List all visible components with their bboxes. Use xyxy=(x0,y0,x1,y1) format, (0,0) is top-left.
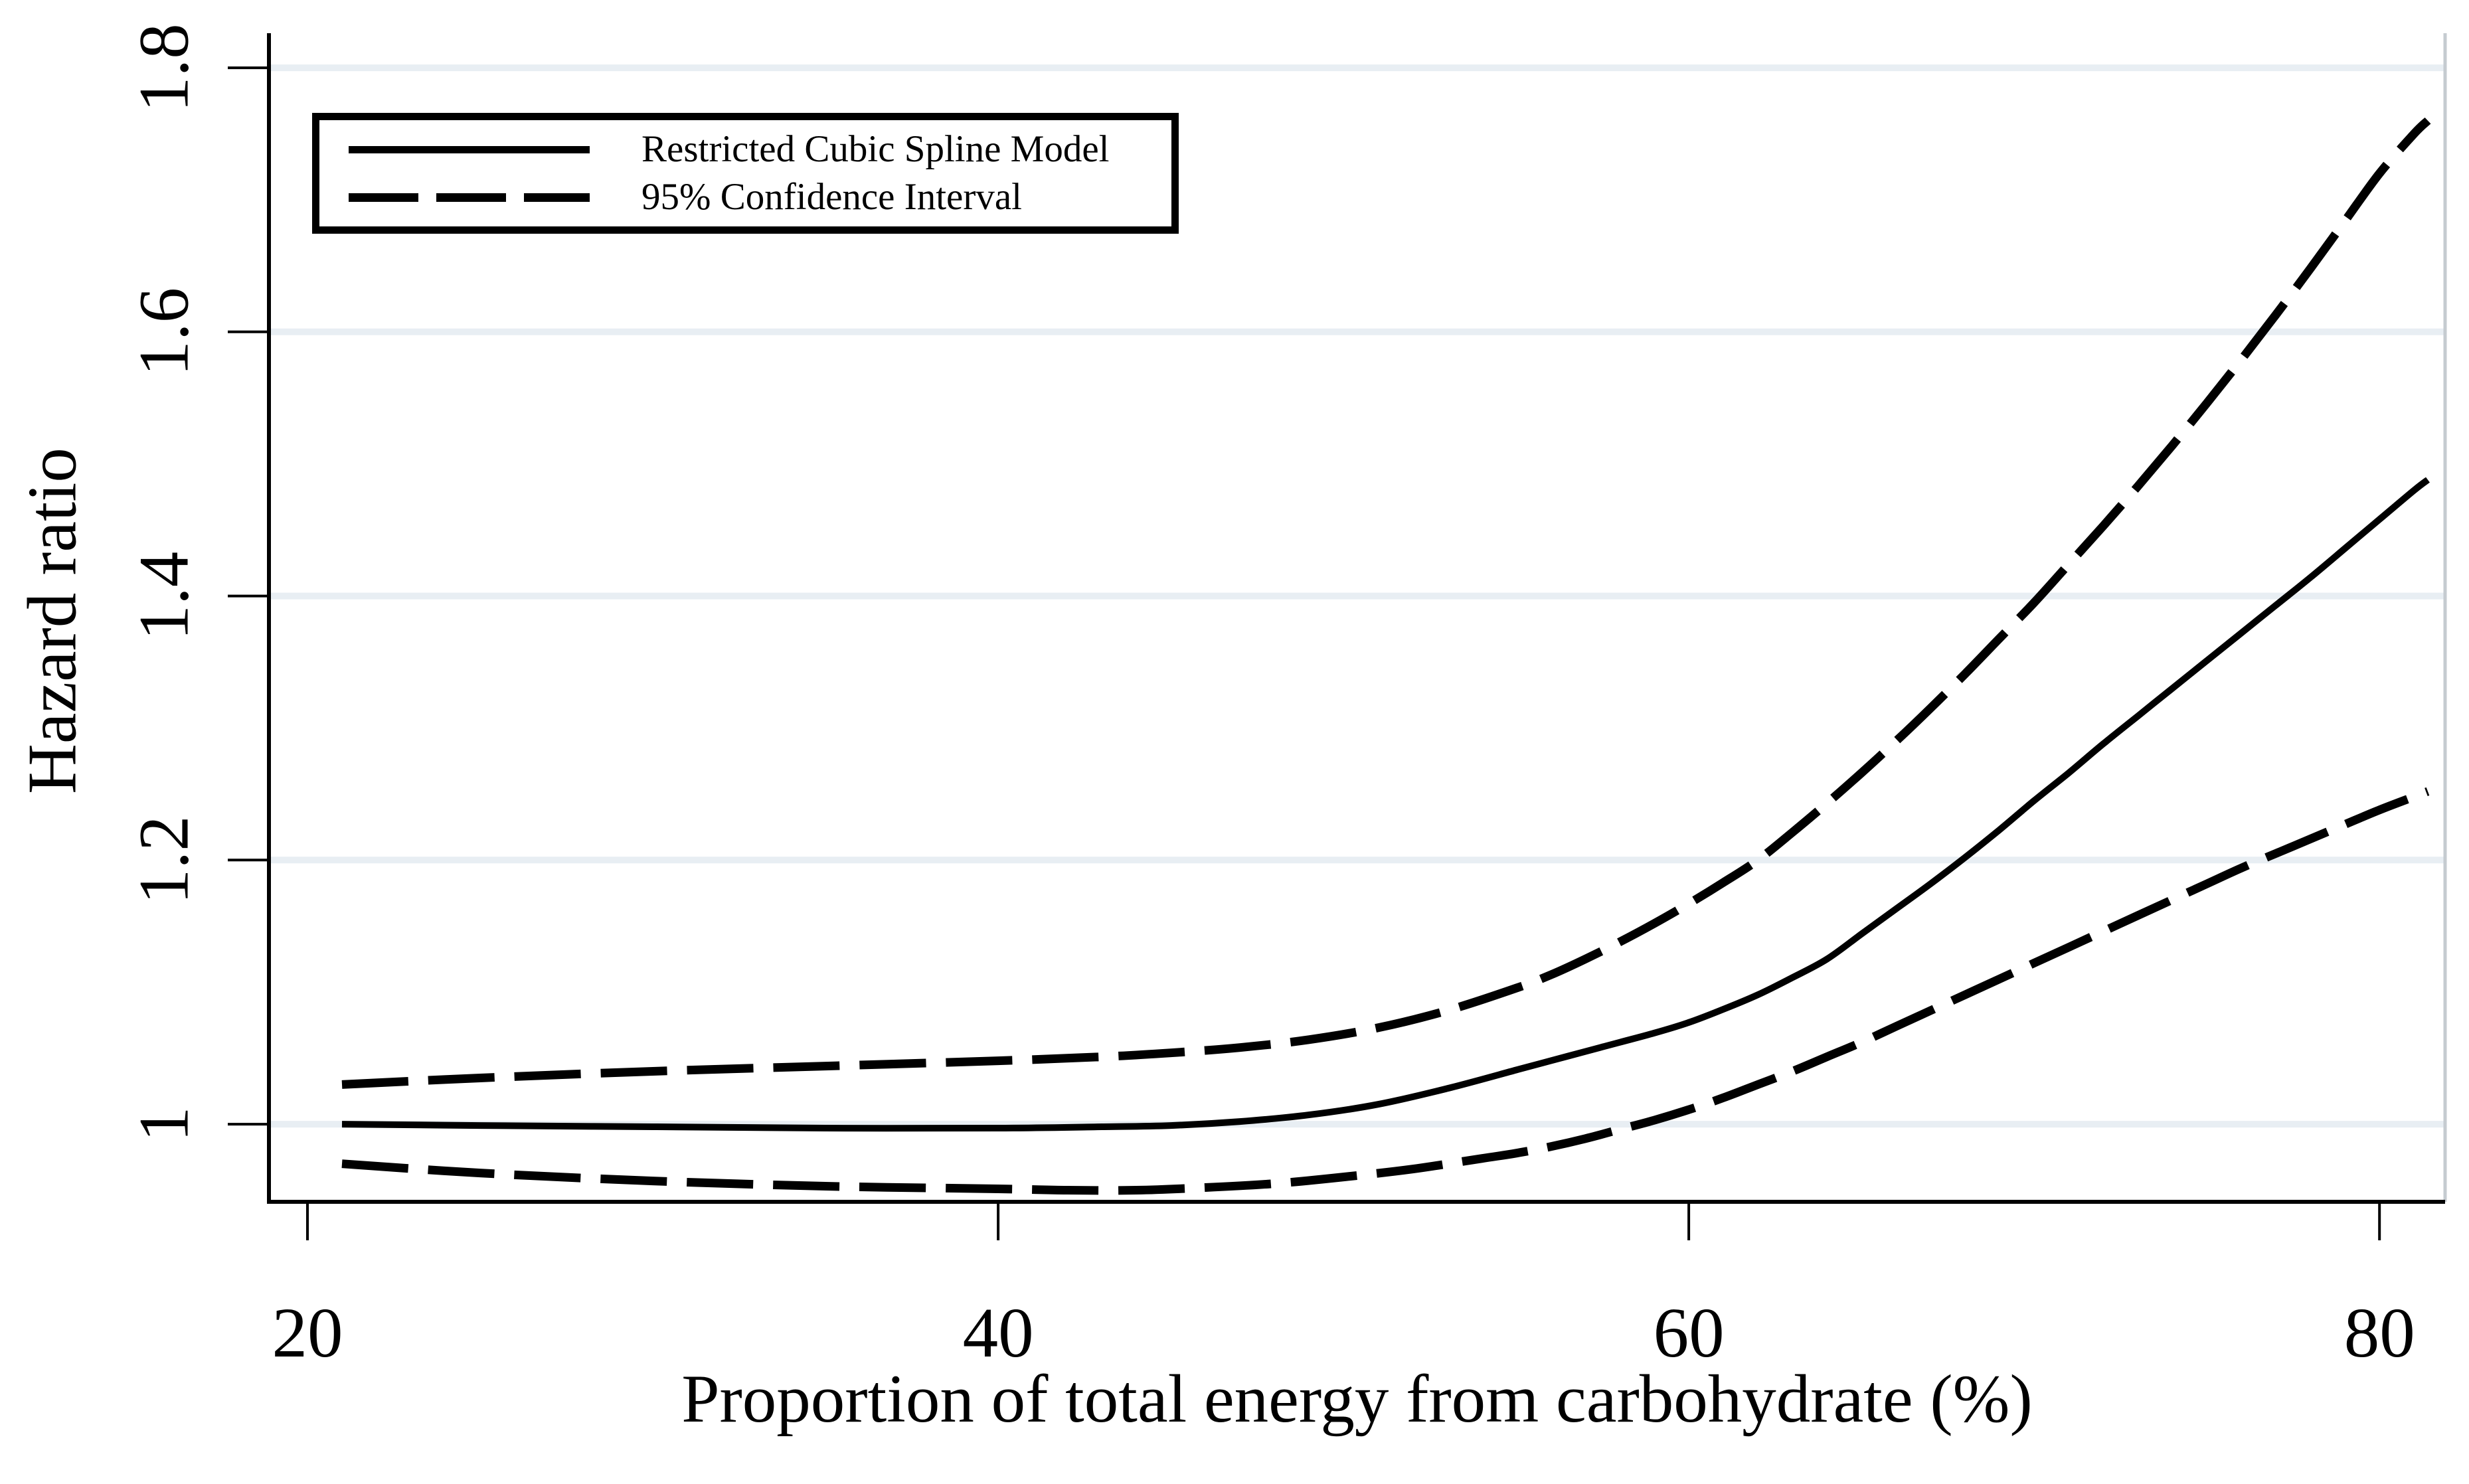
x-tick-label: 20 xyxy=(272,1294,343,1372)
series-rcs-model xyxy=(341,477,2430,1132)
legend: Restricted Cubic Spline Model 95% Confid… xyxy=(312,113,1179,234)
y-tick-label: 1.6 xyxy=(126,288,204,376)
y-tick-label: 1 xyxy=(126,1106,204,1142)
dashed-line-sample xyxy=(349,193,590,202)
solid-line-sample xyxy=(349,145,590,153)
legend-item-spline: Restricted Cubic Spline Model xyxy=(349,129,1171,170)
y-tick-label: 1.8 xyxy=(126,23,204,112)
legend-item-ci: 95% Confidence Interval xyxy=(349,177,1171,218)
y-tick-label: 1.4 xyxy=(126,552,204,641)
legend-label-spline: Restricted Cubic Spline Model xyxy=(641,128,1110,170)
legend-label-ci: 95% Confidence Interval xyxy=(641,176,1022,218)
x-tick-label: 80 xyxy=(2344,1294,2415,1372)
x-axis-title: Proportion of total energy from carbohyd… xyxy=(681,1361,2033,1437)
series-ci-upper xyxy=(341,117,2431,1089)
y-axis-title: Hazard ratio xyxy=(13,448,91,794)
y-tick-label: 1.2 xyxy=(126,815,204,904)
x-tick-label: 60 xyxy=(1654,1294,1725,1372)
series-ci-lower xyxy=(341,787,2430,1195)
x-tick-label: 40 xyxy=(963,1294,1034,1372)
